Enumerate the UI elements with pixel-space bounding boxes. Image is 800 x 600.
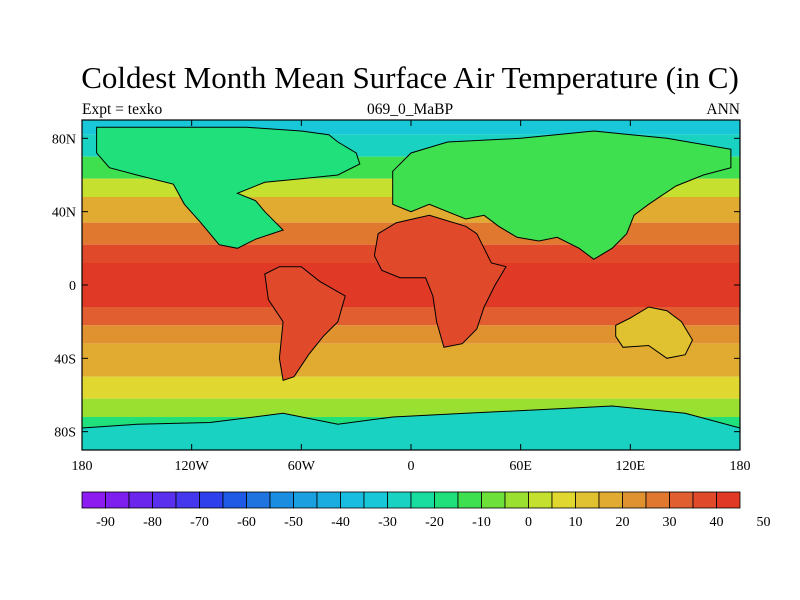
colorbar-label: -30 xyxy=(378,515,397,530)
colorbar-box xyxy=(199,491,224,509)
colorbar-box xyxy=(692,491,717,509)
colorbar-box xyxy=(128,491,153,509)
x-tick-label: 60E xyxy=(509,459,532,474)
colorbar-box xyxy=(316,491,341,509)
colorbar-box xyxy=(340,491,365,509)
colorbar-box xyxy=(81,491,106,509)
colorbar-box xyxy=(598,491,623,509)
colorbar-box xyxy=(387,491,412,509)
field-band-11 xyxy=(82,376,740,399)
experiment-label: Expt = texko xyxy=(82,101,163,118)
time-period-label: 069_0_MaBP xyxy=(366,101,454,118)
colorbar-box xyxy=(175,491,200,509)
colorbar-box xyxy=(716,491,741,509)
y-tick-label: 40N xyxy=(52,206,76,221)
south-america-landmass xyxy=(264,266,346,381)
map-title: Coldest Month Mean Surface Air Temperatu… xyxy=(81,60,739,95)
colorbar-label: -50 xyxy=(284,515,303,530)
y-tick-label: 0 xyxy=(69,279,76,294)
australia-landmass xyxy=(615,306,694,359)
colorbar-box xyxy=(434,491,459,509)
y-tick-label: 80N xyxy=(52,132,76,147)
colorbar-box xyxy=(410,491,435,509)
colorbar-label: 20 xyxy=(616,515,630,530)
colorbar-label: 40 xyxy=(710,515,724,530)
colorbar-box xyxy=(622,491,647,509)
colorbar-label: -60 xyxy=(237,515,256,530)
antarctica-landmass xyxy=(82,405,740,450)
y-tick-label: 80S xyxy=(54,426,76,441)
field-band-10 xyxy=(82,343,740,377)
x-tick-label: 0 xyxy=(408,459,415,474)
colorbar-box xyxy=(645,491,670,509)
map-axes: 180 120W 60W 0 60E 120E 180 80N 40N 0 40S 80S xyxy=(52,120,751,474)
colorbar-label: -40 xyxy=(331,515,350,530)
colorbar-box xyxy=(293,491,318,509)
colorbar-box xyxy=(269,491,294,509)
x-tick-label: 60W xyxy=(288,459,316,474)
continent-outlines xyxy=(82,126,740,450)
colorbar-label: 50 xyxy=(757,515,771,530)
colorbar-label: 0 xyxy=(525,515,532,530)
north-america-landmass xyxy=(96,126,361,249)
colorbar-box xyxy=(528,491,553,509)
colorbar-box xyxy=(504,491,529,509)
x-tick-label: 120E xyxy=(616,459,646,474)
colorbar-label: -90 xyxy=(96,515,115,530)
colorbar-box xyxy=(669,491,694,509)
colorbar-label: -80 xyxy=(143,515,162,530)
colorbar-box xyxy=(105,491,130,509)
field-band-8 xyxy=(82,307,740,326)
colorbar-label: -20 xyxy=(425,515,444,530)
y-tick-label: 40S xyxy=(54,352,76,367)
colorbar-box xyxy=(246,491,271,509)
europe-asia-landmass xyxy=(392,130,732,260)
colorbar-box xyxy=(575,491,600,509)
field-band-9 xyxy=(82,325,740,344)
colorbar-box xyxy=(481,491,506,509)
colorbar-label: -10 xyxy=(472,515,491,530)
colorbar-box xyxy=(457,491,482,509)
colorbar-label: -70 xyxy=(190,515,209,530)
colorbar-label: 10 xyxy=(569,515,583,530)
africa-landmass xyxy=(373,214,507,348)
x-tick-label: 180 xyxy=(72,459,93,474)
colorbar-box xyxy=(363,491,388,509)
colorbar-box xyxy=(551,491,576,509)
colorbar-box xyxy=(222,491,247,509)
season-label: ANN xyxy=(706,101,740,118)
colorbar-box xyxy=(152,491,177,509)
colorbar: -90 -80 -70 -60 -50 -40 -30 -20 -10 0 10 20 30 40 50 xyxy=(81,491,771,530)
colorbar-label: 30 xyxy=(663,515,677,530)
x-tick-label: 180 xyxy=(730,459,751,474)
x-tick-label: 120W xyxy=(175,459,210,474)
